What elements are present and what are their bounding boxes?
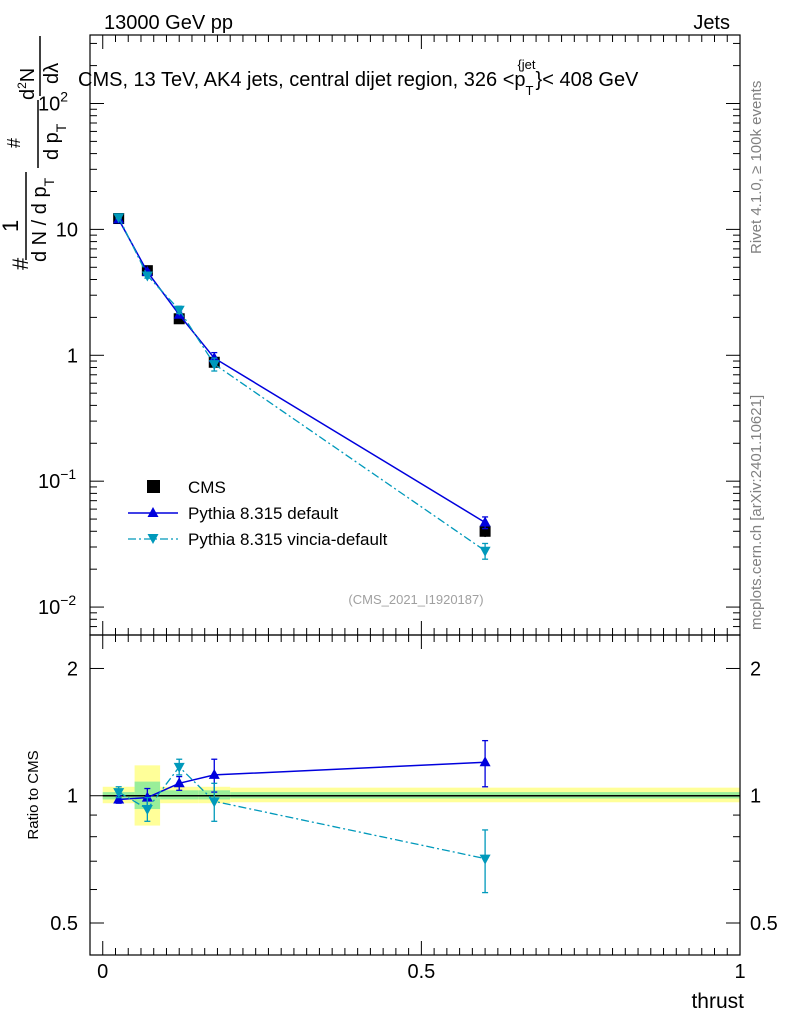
category-label: Jets: [693, 12, 730, 34]
legend-marker-pythia-vincia: [147, 534, 159, 544]
ratio-y-tick-label-right: 2: [750, 658, 761, 680]
pythia-default-marker: [479, 756, 491, 767]
x-axis-label: thrust: [691, 990, 744, 1013]
legend-label-pythia-default: Pythia 8.315 default: [188, 504, 339, 523]
pythia-vincia-line: [118, 216, 486, 552]
main-y-tick-label: 102: [38, 88, 68, 115]
rivet-version-label: Rivet 4.1.0, ≥ 100k events: [748, 81, 765, 254]
y-label-num3: d2N: [15, 68, 39, 100]
mcplots-reference-label: mcplots.cern.ch [arXiv:2401.10621]: [748, 395, 765, 630]
ratio-inner-band: [160, 790, 199, 800]
main-y-axis-label: # 1 d N / d pT # d pT d2N dλ: [0, 36, 69, 270]
pythia-default-marker: [208, 768, 220, 779]
y-label-num1: 1: [0, 220, 23, 232]
ratio-y-tick-label: 2: [67, 658, 78, 680]
pythia-vincia-marker: [173, 762, 185, 773]
legend-label-cms: CMS: [188, 478, 226, 497]
pythia-vincia-marker: [479, 546, 491, 557]
pythia-default-marker: [141, 791, 153, 802]
pythia-default-line: [118, 219, 486, 524]
legend-label-pythia-vincia: Pythia 8.315 vincia-default: [188, 530, 388, 549]
main-y-ticks: 10−2 10−1 1 10 102: [38, 42, 740, 636]
pythia-vincia-marker: [208, 360, 220, 371]
pythia-vincia-marker: [113, 213, 125, 224]
legend: CMS Pythia 8.315 default Pythia 8.315 vi…: [128, 478, 388, 549]
main-y-tick-label: 1: [67, 345, 78, 367]
y-label-den3: dλ: [41, 63, 63, 84]
cms-marker: [173, 313, 185, 325]
pythia-vincia-marker: [113, 788, 125, 799]
ratio-series-layer: [113, 739, 491, 894]
ratio-y-tick-label-right: 1: [750, 786, 761, 808]
main-y-tick-label: 10: [56, 219, 78, 241]
main-y-tick-label: 10−2: [38, 592, 76, 619]
x-tick-label: 0: [97, 961, 108, 983]
pythia-vincia-marker: [141, 271, 153, 282]
main-series-layer: [113, 213, 491, 560]
pythia-vincia-line: [118, 765, 486, 860]
energy-label: 13000 GeV pp: [104, 12, 233, 34]
pythia-default-marker: [173, 777, 185, 788]
ratio-x-ticks: 0 0.5 1: [97, 635, 746, 983]
plot-title: CMS, 13 TeV, AK4 jets, central dijet reg…: [78, 57, 639, 98]
ratio-uncertainty-bands: [102, 765, 740, 826]
y-label-den2: d pT: [41, 123, 69, 160]
main-x-ticks: [102, 35, 741, 635]
x-tick-label: 1: [734, 961, 745, 983]
x-tick-label: 0.5: [407, 961, 435, 983]
ratio-y-tick-label: 1: [67, 786, 78, 808]
pythia-vincia-marker: [141, 805, 153, 816]
analysis-id-label: (CMS_2021_I1920187): [348, 592, 483, 607]
ratio-plot-frame: [89, 634, 741, 956]
pythia-default-marker: [113, 793, 125, 804]
y-label-hash: #: [8, 257, 33, 270]
ratio-y-tick-label-right: 0.5: [750, 913, 778, 935]
pythia-default-marker: [479, 516, 491, 527]
legend-marker-cms: [147, 480, 160, 493]
pythia-vincia-marker: [173, 305, 185, 316]
pythia-vincia-marker: [208, 797, 220, 808]
pythia-vincia-marker: [479, 854, 491, 865]
cms-marker: [479, 525, 491, 537]
y-label-num2: #: [4, 138, 24, 148]
ratio-y-tick-label: 0.5: [50, 913, 78, 935]
ratio-y-axis-label: Ratio to CMS: [25, 750, 42, 839]
y-label-den: d N / d pT: [29, 177, 57, 262]
legend-marker-pythia-default: [147, 507, 159, 517]
main-y-tick-label: 10−1: [38, 466, 76, 493]
ratio-y-ticks: 0.5 0.5 1 1 2 2: [50, 658, 778, 935]
